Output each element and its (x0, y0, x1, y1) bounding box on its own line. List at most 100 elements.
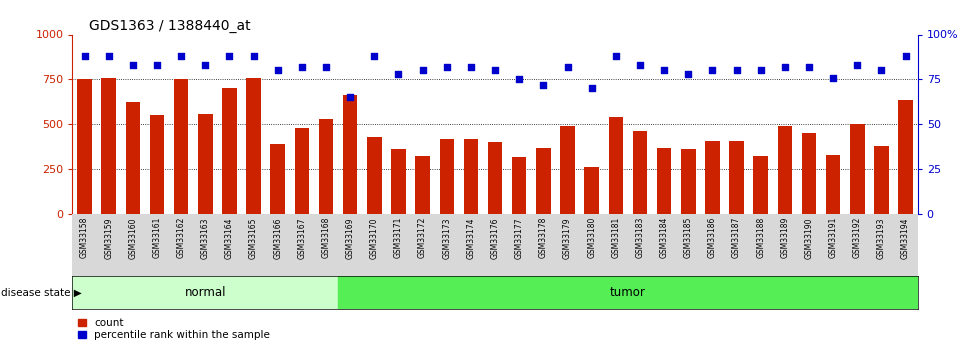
Text: GSM33162: GSM33162 (177, 217, 185, 258)
Bar (512, 157, 526, 214)
Point (583, 86, 599, 91)
Point (680, 71, 696, 77)
Bar (198, 114, 213, 214)
Point (560, 64, 576, 70)
Bar (150, 115, 164, 214)
Text: GSM33193: GSM33193 (877, 217, 886, 258)
Text: GSM33167: GSM33167 (298, 217, 306, 258)
Bar (850, 124, 865, 214)
Text: GSM33165: GSM33165 (249, 217, 258, 258)
Point (101, 53, 117, 59)
Point (390, 71, 407, 77)
Bar (391, 149, 406, 214)
Text: GSM33168: GSM33168 (322, 217, 330, 258)
Point (850, 62, 866, 68)
Bar (319, 119, 333, 214)
Text: GSM33159: GSM33159 (104, 217, 113, 258)
Text: GSM33188: GSM33188 (756, 217, 765, 258)
Bar (338, 276, 918, 309)
Bar (174, 79, 188, 214)
Text: GSM33179: GSM33179 (563, 217, 572, 258)
Point (77, 53, 93, 59)
Text: GSM33170: GSM33170 (370, 217, 379, 258)
Text: GSM33181: GSM33181 (611, 217, 620, 258)
Bar (270, 144, 285, 214)
Text: GSM33169: GSM33169 (346, 217, 355, 258)
Text: GSM33172: GSM33172 (418, 217, 427, 258)
Text: GSM33194: GSM33194 (901, 217, 910, 258)
Point (656, 68, 671, 73)
Bar (802, 133, 816, 214)
Text: GSM33166: GSM33166 (273, 217, 282, 258)
Point (198, 62, 213, 68)
Point (440, 64, 455, 70)
Bar (488, 142, 502, 214)
Text: GSM33158: GSM33158 (80, 217, 89, 258)
Bar (126, 102, 140, 214)
Bar (584, 167, 599, 214)
Point (126, 62, 141, 68)
Text: GSM33161: GSM33161 (153, 217, 161, 258)
Text: GSM33176: GSM33176 (491, 217, 499, 258)
Text: GSM33183: GSM33183 (636, 217, 644, 258)
Point (898, 53, 914, 59)
Point (174, 53, 189, 59)
Bar (101, 78, 116, 214)
Bar (705, 141, 720, 214)
Text: GSM33171: GSM33171 (394, 217, 403, 258)
Point (294, 64, 309, 70)
Bar (609, 117, 623, 214)
Point (222, 53, 238, 59)
Point (415, 68, 431, 73)
Text: GSM33187: GSM33187 (732, 217, 741, 258)
Bar (415, 157, 430, 214)
Point (873, 68, 889, 73)
Bar (72, 276, 338, 309)
Bar (874, 146, 889, 214)
Text: GSM33189: GSM33189 (781, 217, 789, 258)
Bar (440, 139, 454, 214)
Text: GSM33184: GSM33184 (660, 217, 668, 258)
Legend: count, percentile rank within the sample: count, percentile rank within the sample (77, 318, 270, 340)
Bar (633, 131, 647, 214)
Text: normal: normal (185, 286, 226, 299)
Point (150, 62, 165, 68)
Text: GDS1363 / 1388440_at: GDS1363 / 1388440_at (90, 19, 251, 33)
Point (777, 64, 792, 70)
Point (367, 53, 383, 59)
Text: GSM33178: GSM33178 (539, 217, 548, 258)
Bar (826, 155, 840, 214)
Bar (367, 137, 382, 214)
Point (632, 62, 647, 68)
Bar (657, 148, 671, 214)
Point (245, 53, 261, 59)
Text: GSM33164: GSM33164 (225, 217, 234, 258)
Text: GSM33190: GSM33190 (805, 217, 813, 258)
Point (728, 68, 744, 73)
Text: GSM33180: GSM33180 (587, 217, 596, 258)
Bar (295, 128, 309, 214)
Text: tumor: tumor (610, 286, 646, 299)
Point (270, 68, 286, 73)
Bar (560, 126, 575, 214)
Text: GSM33185: GSM33185 (684, 217, 693, 258)
Text: GSM33173: GSM33173 (442, 217, 451, 258)
Text: GSM33163: GSM33163 (201, 217, 210, 258)
Bar (898, 100, 913, 214)
Point (488, 68, 503, 73)
Bar (246, 78, 261, 214)
Bar (343, 96, 357, 214)
Text: GSM33177: GSM33177 (515, 217, 524, 258)
Bar (681, 149, 696, 214)
Bar (464, 139, 478, 214)
Bar (222, 88, 237, 214)
Bar (753, 157, 768, 214)
Text: GSM33160: GSM33160 (128, 217, 137, 258)
Point (343, 95, 358, 100)
Bar (729, 141, 744, 214)
Point (802, 64, 817, 70)
Text: GSM33191: GSM33191 (829, 217, 838, 258)
Point (464, 64, 479, 70)
Text: disease state ▶: disease state ▶ (1, 287, 82, 297)
Point (319, 64, 334, 70)
